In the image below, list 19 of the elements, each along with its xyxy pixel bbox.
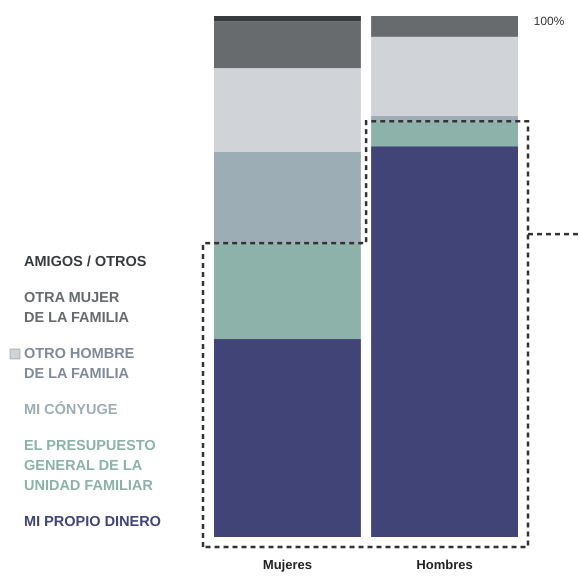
x-tick-label: Hombres [416,557,473,572]
text: AMIGOS / OTROS [24,254,147,270]
bar [214,16,361,22]
bar [371,146,518,537]
text: OTRA MUJER DE LA FAMILIA [24,290,130,326]
text: MI PROPIO DINERO [24,514,161,530]
text: 100% [534,14,565,28]
bar [214,152,361,244]
text: MI CÓNYUGE [24,400,118,418]
text: EL PRESUPUESTO GENERAL DE LA UNIDAD FAMILIAR [24,438,156,494]
bar [371,36,518,116]
bar [214,339,361,537]
bar [214,68,361,152]
x-tick-label: Mujeres [262,557,312,572]
bar [371,16,518,37]
legend-label: OTRO HOMBRE DE LA FAMILIA [24,346,135,382]
bar [214,243,361,340]
bar [371,121,518,146]
bar [214,21,361,68]
